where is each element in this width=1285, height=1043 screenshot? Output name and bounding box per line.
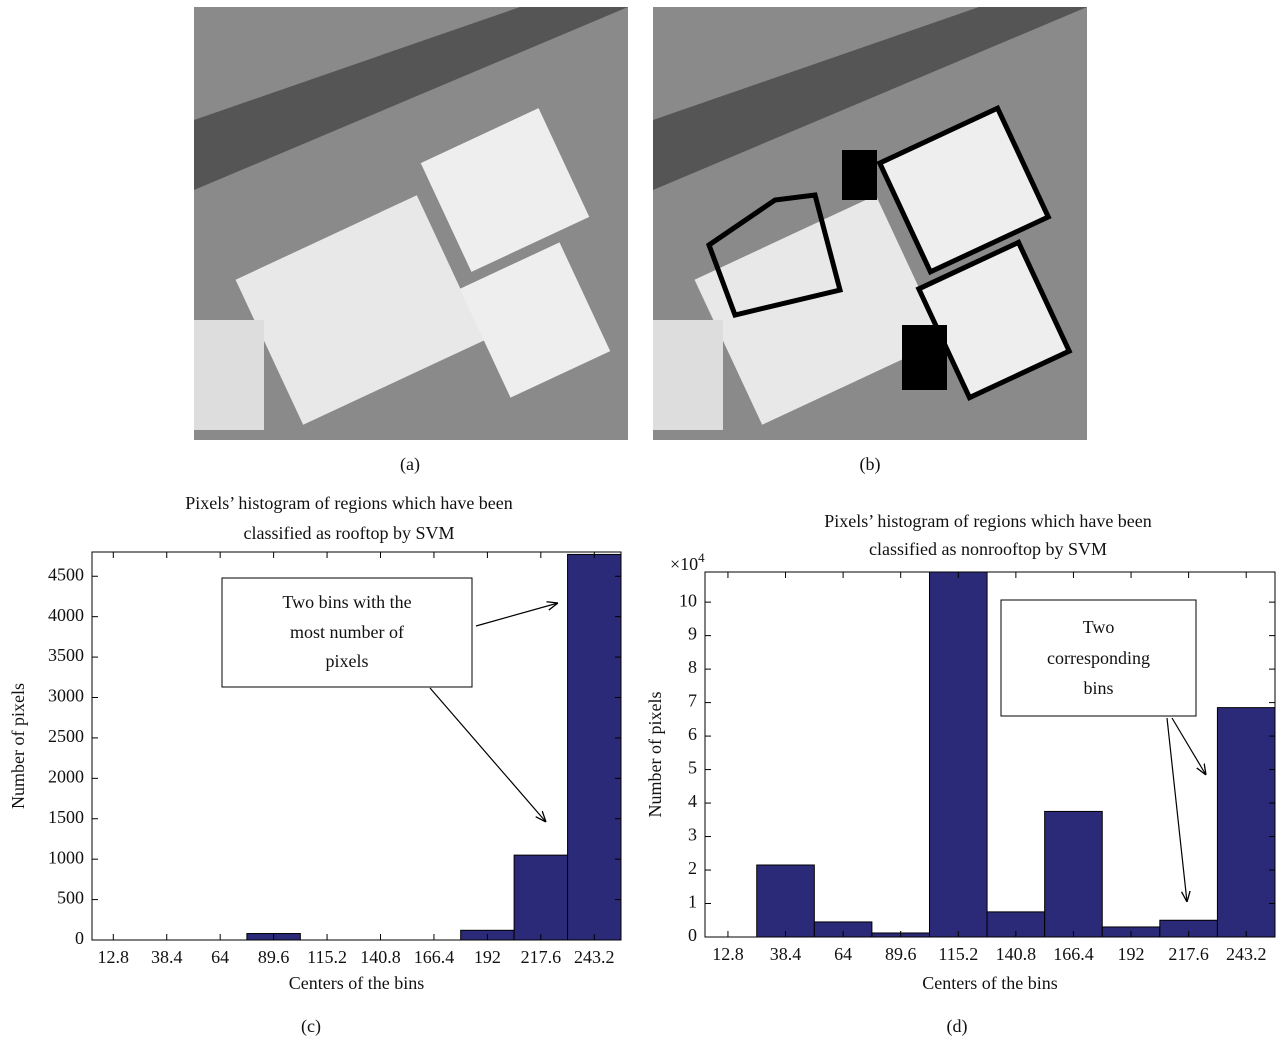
- annotation-arrow: [1167, 718, 1187, 902]
- y-axis-label: Number of pixels: [645, 692, 665, 818]
- x-tick-label: 12.8: [712, 944, 744, 964]
- y-tick-label: 5: [688, 758, 697, 778]
- bar: [568, 554, 621, 940]
- y-tick-label: 4500: [48, 564, 84, 584]
- bar: [514, 855, 567, 940]
- annotation-text: corresponding: [1047, 648, 1150, 668]
- y-tick-label: 6: [688, 724, 697, 744]
- x-tick-label: 115.2: [938, 944, 978, 964]
- chart-title: Pixels’ histogram of regions which have …: [185, 493, 513, 513]
- y-tick-label: 8: [688, 657, 697, 677]
- x-tick-label: 140.8: [360, 947, 401, 967]
- y-tick-label: 2000: [48, 766, 84, 786]
- bar: [757, 865, 815, 937]
- x-axis-label: Centers of the bins: [289, 973, 424, 993]
- annotation-arrow: [1172, 718, 1206, 775]
- x-tick-label: 217.6: [1168, 944, 1209, 964]
- x-tick-label: 89.6: [885, 944, 917, 964]
- y-scale-base: ×10: [670, 554, 698, 574]
- y-scale-label: ×104: [670, 550, 705, 574]
- x-tick-label: 64: [211, 947, 229, 967]
- x-tick-label: 115.2: [307, 947, 347, 967]
- aerial-image: [653, 7, 1087, 440]
- bar: [929, 572, 987, 937]
- annotation-text: bins: [1083, 678, 1113, 698]
- x-tick-label: 38.4: [151, 947, 183, 967]
- chart-title: Pixels’ histogram of regions which have …: [824, 511, 1152, 531]
- caption: (d): [947, 1016, 968, 1037]
- annotation-text: Two bins with the: [282, 592, 411, 612]
- caption: (c): [301, 1016, 321, 1037]
- chart-title: classified as nonrooftop by SVM: [869, 539, 1107, 559]
- x-axis-label: Centers of the bins: [922, 973, 1057, 993]
- chart: Pixels’ histogram of regions which have …: [8, 493, 621, 993]
- x-tick-label: 243.2: [1226, 944, 1267, 964]
- x-tick-label: 140.8: [996, 944, 1037, 964]
- x-tick-label: 12.8: [98, 947, 130, 967]
- page: (a) (b) (c) (d) Pixels’ histogram of reg…: [0, 0, 1285, 1043]
- y-tick-label: 1000: [48, 847, 84, 867]
- y-scale-exponent: 4: [698, 550, 705, 565]
- y-tick-label: 1: [688, 892, 697, 912]
- y-tick-label: 3000: [48, 686, 84, 706]
- bar: [1045, 811, 1103, 937]
- y-tick-label: 3: [688, 825, 697, 845]
- x-tick-label: 89.6: [258, 947, 290, 967]
- y-tick-label: 0: [688, 925, 697, 945]
- y-tick-label: 2500: [48, 726, 84, 746]
- x-tick-label: 192: [474, 947, 501, 967]
- y-tick-label: 4: [688, 791, 697, 811]
- bar: [1217, 708, 1275, 937]
- y-tick-label: 2: [688, 858, 697, 878]
- annotation-text: most number of: [290, 622, 404, 642]
- y-tick-label: 500: [57, 888, 84, 908]
- y-tick-label: 0: [75, 928, 84, 948]
- y-tick-label: 9: [688, 624, 697, 644]
- figure: (a) (b) (c) (d) Pixels’ histogram of reg…: [0, 0, 1285, 1043]
- aerial-image: [194, 7, 628, 440]
- y-tick-label: 1500: [48, 807, 84, 827]
- x-tick-label: 243.2: [574, 947, 615, 967]
- x-tick-label: 64: [834, 944, 852, 964]
- caption: (b): [860, 454, 881, 475]
- x-tick-label: 217.6: [521, 947, 562, 967]
- chart-title: classified as rooftop by SVM: [244, 523, 455, 543]
- y-tick-label: 3500: [48, 645, 84, 665]
- annotation-arrow: [476, 603, 558, 626]
- x-tick-label: 166.4: [414, 947, 455, 967]
- chart: Pixels’ histogram of regions which have …: [645, 511, 1275, 993]
- y-tick-label: 10: [679, 590, 697, 610]
- y-tick-label: 4000: [48, 605, 84, 625]
- y-axis-label: Number of pixels: [8, 683, 28, 809]
- annotation-text: pixels: [326, 651, 369, 671]
- annotation-arrow: [430, 688, 546, 822]
- caption: (a): [400, 454, 420, 475]
- y-tick-label: 7: [688, 691, 697, 711]
- x-tick-label: 192: [1118, 944, 1145, 964]
- annotation-text: Two: [1083, 617, 1115, 637]
- x-tick-label: 38.4: [770, 944, 802, 964]
- x-tick-label: 166.4: [1053, 944, 1094, 964]
